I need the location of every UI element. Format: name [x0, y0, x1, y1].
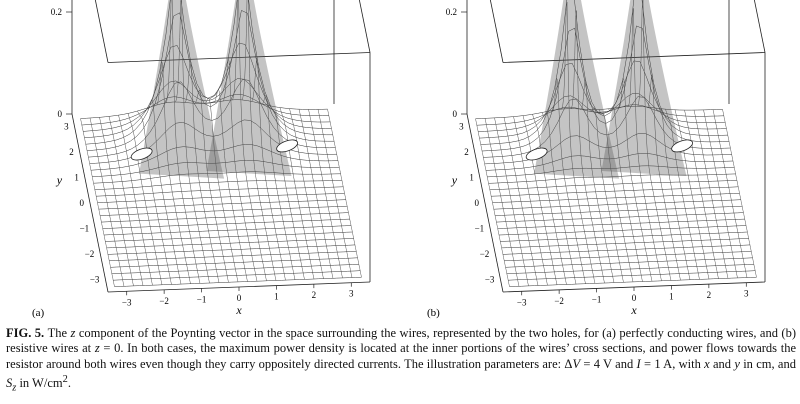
caption-var: V [572, 357, 580, 371]
y-tick-label: 0 [80, 198, 85, 208]
x-tick-label: −3 [517, 297, 527, 307]
y-tick-label: −3 [485, 274, 495, 284]
y-tick-label: −2 [85, 249, 95, 259]
surface-plot: 0.40.20Sz3210−1−2−3y−3−2−10123x(b) [395, 0, 785, 322]
z-tick-label: 0 [453, 109, 458, 119]
y-tick-label: −3 [90, 274, 100, 284]
x-tick-label: −3 [122, 297, 132, 307]
x-tick-label: −1 [592, 294, 602, 304]
x-axis-label: x [235, 303, 242, 317]
caption-text: . [68, 376, 71, 390]
z-tick-label: 0.2 [51, 7, 62, 17]
x-tick-label: 0 [632, 293, 637, 303]
mesh-line [485, 118, 519, 286]
caption-text: The [48, 326, 71, 340]
y-tick-label: 1 [469, 173, 474, 183]
x-tick-label: 0 [237, 293, 242, 303]
x-tick-label: −2 [159, 296, 169, 306]
caption-text: in W/cm [16, 376, 62, 390]
frame-edge [729, 0, 765, 53]
y-tick-label: 2 [69, 147, 74, 157]
frame-edge [467, 0, 503, 63]
caption-text: in cm, and [740, 357, 796, 371]
y-tick-label: −2 [480, 249, 490, 259]
x-tick-label: 3 [744, 289, 749, 299]
frame-edge [467, 114, 503, 292]
frame-edge [72, 114, 108, 292]
y-tick-label: −1 [475, 223, 485, 233]
x-tick-label: 3 [349, 289, 354, 299]
y-tick-label: 3 [64, 122, 69, 132]
mesh-line [81, 119, 115, 287]
y-axis-label: y [56, 173, 63, 187]
z-tick-label: 0 [58, 109, 63, 119]
frame-edge [334, 0, 370, 53]
figure: 0.40.20Sz3210−1−2−3y−3−2−10123x(a) 0.40.… [0, 0, 800, 322]
y-tick-label: −1 [80, 223, 90, 233]
x-tick-label: 1 [669, 292, 674, 302]
panel-label: (b) [427, 307, 440, 319]
figure-caption: FIG. 5. The z component of the Poynting … [6, 326, 796, 396]
caption-text: and [710, 357, 735, 371]
x-tick-label: 2 [312, 290, 317, 300]
surface-plot: 0.40.20Sz3210−1−2−3y−3−2−10123x(a) [0, 0, 390, 322]
y-tick-label: 1 [74, 173, 79, 183]
y-tick-label: 2 [464, 147, 469, 157]
panel-label: (a) [32, 307, 45, 319]
caption-text: = 4 V and [580, 357, 636, 371]
mesh-line [90, 118, 124, 286]
x-tick-label: 1 [274, 292, 279, 302]
panel-b: 0.40.20Sz3210−1−2−3y−3−2−10123x(b) [395, 0, 785, 322]
panel-a: 0.40.20Sz3210−1−2−3y−3−2−10123x(a) [0, 0, 390, 322]
caption-text: = 1 A, with [641, 357, 704, 371]
x-tick-label: −2 [554, 296, 564, 306]
y-axis-label: y [451, 173, 458, 187]
x-tick-label: 2 [707, 290, 712, 300]
y-tick-label: 0 [475, 198, 480, 208]
z-tick-label: 0.2 [446, 7, 457, 17]
caption-label: FIG. 5. [6, 326, 44, 340]
x-axis-label: x [630, 303, 637, 317]
y-tick-label: 3 [459, 122, 464, 132]
x-tick-label: −1 [197, 294, 207, 304]
frame-edge [72, 0, 108, 63]
